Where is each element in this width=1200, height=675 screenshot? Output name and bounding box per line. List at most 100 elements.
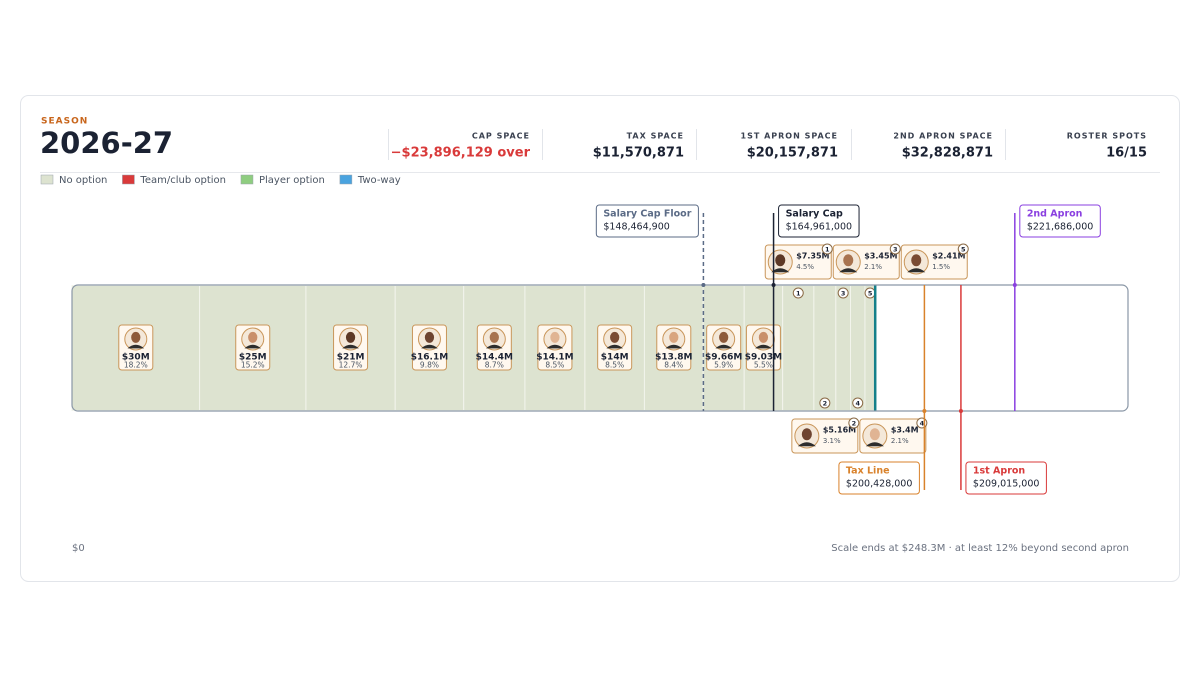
avatar-head	[843, 254, 854, 267]
avatar-body	[755, 344, 772, 349]
threshold-label: Salary Cap Floor $148,464,900	[595, 204, 699, 238]
threshold-name: 1st Apron	[973, 466, 1025, 477]
avatar-head	[775, 254, 786, 267]
stat-value: −$23,896,129 over	[391, 146, 531, 161]
pct-label: 8.7%	[485, 361, 504, 370]
salary-segment	[849, 285, 866, 411]
label-box	[965, 461, 1047, 495]
avatar-head	[669, 331, 679, 343]
avatar-body	[797, 442, 816, 447]
stat-value: $20,157,871	[747, 146, 838, 161]
avatar-body	[127, 344, 145, 349]
threshold-label: Tax Line $200,428,000	[838, 461, 920, 495]
legend-swatch	[240, 174, 254, 185]
scale-min: $0	[72, 543, 85, 554]
pct-label: 1.5%	[932, 263, 950, 271]
threshold-dot	[771, 283, 776, 287]
avatar-head	[719, 331, 729, 343]
threshold-name: Tax Line	[846, 466, 890, 477]
avatar-body	[907, 268, 926, 273]
avatar-head	[345, 331, 356, 343]
label-box	[838, 461, 920, 495]
pct-label: 8.4%	[664, 361, 683, 370]
avatar-head	[610, 331, 620, 343]
pct-label: 9.8%	[420, 361, 439, 370]
legend-swatch	[339, 174, 353, 185]
salary-label: $9.03M	[745, 353, 782, 363]
avatar-body	[546, 344, 564, 349]
pct-label: 4.5%	[796, 263, 814, 271]
pct-label: 2.1%	[864, 263, 882, 271]
player-card: $14.1M8.5%	[536, 324, 574, 371]
avatar-body	[839, 268, 858, 273]
threshold-value: $148,464,900	[603, 222, 669, 233]
avatar-head	[911, 254, 922, 267]
player-card: $16.1M9.8%	[411, 324, 448, 371]
salary-segment	[813, 285, 837, 411]
salary-segment	[864, 285, 876, 411]
salary-label: $7.35M	[796, 252, 829, 261]
salary-label: $3.4M	[891, 426, 919, 435]
avatar-head	[424, 331, 435, 343]
threshold-name: Salary Cap	[786, 209, 843, 220]
avatar-head	[758, 331, 769, 343]
threshold-dot	[1012, 283, 1017, 287]
marker-number: 2	[823, 400, 828, 408]
avatar-body	[421, 344, 438, 349]
salary-label: $3.45M	[864, 252, 897, 261]
badge	[957, 243, 969, 255]
threshold-label: Salary Cap $164,961,000	[778, 204, 860, 238]
salary-label: $13.8M	[655, 353, 692, 363]
threshold-value: $164,961,000	[786, 222, 852, 233]
avatar-body	[342, 344, 359, 349]
salary-label: $2.41M	[932, 252, 965, 261]
avatar-head	[550, 331, 560, 343]
salary-segment	[782, 285, 815, 411]
avatar-head	[489, 331, 499, 343]
label-box	[595, 204, 699, 238]
avatar-body	[865, 442, 884, 447]
avatar-head	[801, 428, 812, 441]
badge	[821, 243, 833, 255]
salary-label: $14M	[601, 353, 629, 363]
label-box	[1019, 204, 1101, 238]
salary-label: $25M	[239, 353, 267, 363]
stat-label: 2ND APRON SPACE	[893, 132, 993, 141]
badge-number: 1	[825, 246, 830, 254]
avatar-body	[771, 268, 790, 273]
badge	[889, 243, 901, 255]
pct-label: 8.5%	[605, 361, 624, 370]
threshold-label: 1st Apron $209,015,000	[965, 461, 1047, 495]
stat-value: 16/15	[1106, 146, 1147, 161]
avatar-body	[606, 344, 623, 349]
bar-outline	[71, 284, 1129, 412]
stat-label: TAX SPACE	[627, 132, 684, 141]
stat-label: CAP SPACE	[472, 132, 530, 141]
badge-number: 4	[920, 420, 925, 428]
salary-label: $30M	[122, 353, 150, 363]
stat-label: 1ST APRON SPACE	[741, 132, 838, 141]
pct-label: 18.2%	[124, 361, 148, 370]
season: 2026-27	[40, 126, 173, 160]
legend-label: No option	[59, 175, 107, 186]
threshold-dot	[958, 409, 963, 413]
avatar-head	[131, 331, 141, 343]
threshold-value: $221,686,000	[1027, 222, 1093, 233]
avatar-body	[715, 344, 732, 349]
player-card: $14.4M8.7%	[476, 324, 513, 371]
threshold-value: $209,015,000	[973, 479, 1039, 490]
threshold-dot	[922, 409, 927, 413]
avatar-head	[869, 428, 880, 441]
avatar-body	[486, 344, 503, 349]
threshold-label: 2nd Apron $221,686,000	[1019, 204, 1101, 238]
salary-label: $14.1M	[536, 353, 573, 363]
threshold-value: $200,428,000	[846, 479, 912, 490]
